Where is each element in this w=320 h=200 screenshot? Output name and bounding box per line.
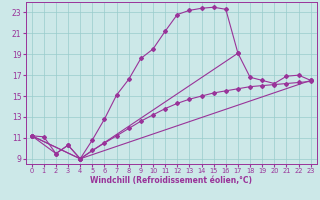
X-axis label: Windchill (Refroidissement éolien,°C): Windchill (Refroidissement éolien,°C) [90, 176, 252, 185]
